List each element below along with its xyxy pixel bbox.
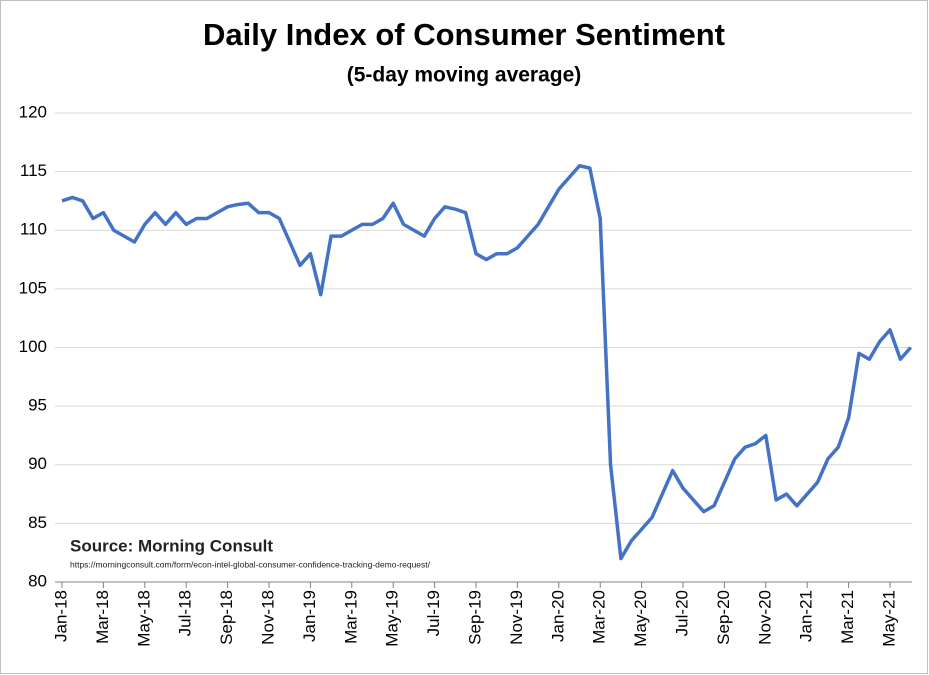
x-tick-label: Jan-18	[51, 590, 70, 642]
x-tick-label: Mar-21	[838, 590, 857, 644]
x-tick-label: Mar-18	[93, 590, 112, 644]
y-tick-label: 105	[19, 278, 47, 297]
y-tick-label: 90	[28, 454, 47, 473]
x-tick-label: Jul-19	[424, 590, 443, 636]
chart-subtitle: (5-day moving average)	[347, 64, 582, 87]
series-line	[61, 164, 913, 561]
x-tick-label: Jul-18	[176, 590, 195, 636]
x-tick-label: Jul-20	[672, 590, 691, 636]
x-tick-label: Sep-20	[714, 590, 733, 645]
x-tick-label: Jan-20	[548, 590, 567, 642]
x-tick-label: May-18	[134, 590, 153, 647]
y-tick-label: 95	[28, 396, 47, 415]
x-tick-label: May-21	[879, 590, 898, 647]
source-url: https://morningconsult.com/form/econ-int…	[70, 559, 431, 569]
x-tick-label: Sep-19	[465, 590, 484, 645]
x-tick-label: Sep-18	[217, 590, 236, 645]
x-tick-label: Jan-21	[797, 590, 816, 642]
y-tick-label: 80	[28, 571, 47, 590]
y-tick-label: 110	[20, 220, 47, 239]
x-tick-label: May-20	[631, 590, 650, 647]
y-tick-label: 100	[19, 337, 47, 356]
x-tick-label: Jan-19	[300, 590, 319, 642]
y-tick-label: 115	[20, 161, 47, 180]
source-note: Source: Morning Consult	[70, 536, 273, 555]
chart-title: Daily Index of Consumer Sentiment	[203, 17, 725, 52]
x-tick-label: Mar-20	[590, 590, 609, 644]
y-tick-label: 85	[28, 513, 47, 532]
x-tick-label: Nov-20	[755, 590, 774, 645]
x-tick-label: Nov-18	[258, 590, 277, 645]
x-tick-label: Mar-19	[341, 590, 360, 644]
x-tick-label: May-19	[383, 590, 402, 647]
y-tick-label: 120	[19, 102, 47, 121]
x-tick-label: Nov-19	[507, 590, 526, 645]
